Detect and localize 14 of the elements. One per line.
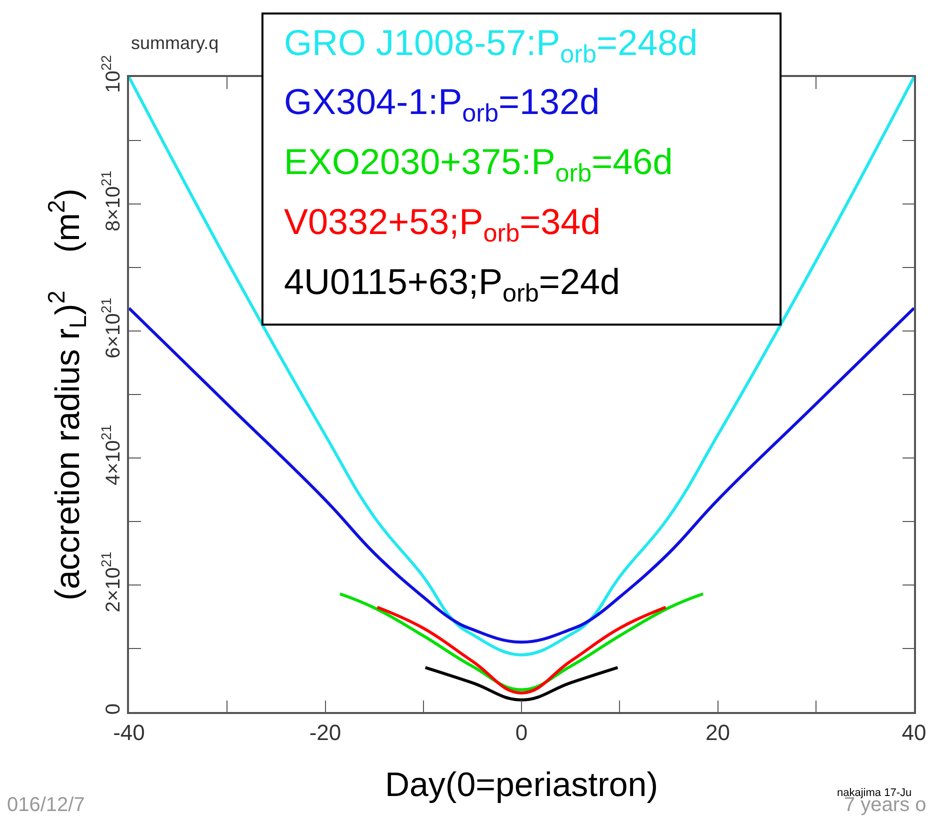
text: summary.q (131, 33, 219, 53)
text: GX304-1:P$_{orb}$=132d (284, 81, 600, 128)
x-axis-title: Day(0=periastron) (384, 766, 658, 804)
x-tick-label: 20 (706, 720, 730, 746)
text: V0332+53;P$_{orb}$=34d (284, 201, 601, 248)
text: EXO2030+375:P$_{orb}$=46d (284, 141, 673, 188)
text: 016/12/7 (7, 794, 85, 816)
x-tick-label: 0 (515, 720, 528, 746)
text: 4U0115+63;P$_{orb}$=24d (284, 261, 620, 308)
y-tick-label: 0 (102, 703, 124, 715)
x-tick-label: -40 (113, 720, 145, 746)
x-tick-label: -20 (309, 720, 342, 746)
x-tick-label: 40 (902, 720, 926, 746)
text: GRO J1008-57:P$_{orb}$=248d (284, 22, 698, 69)
